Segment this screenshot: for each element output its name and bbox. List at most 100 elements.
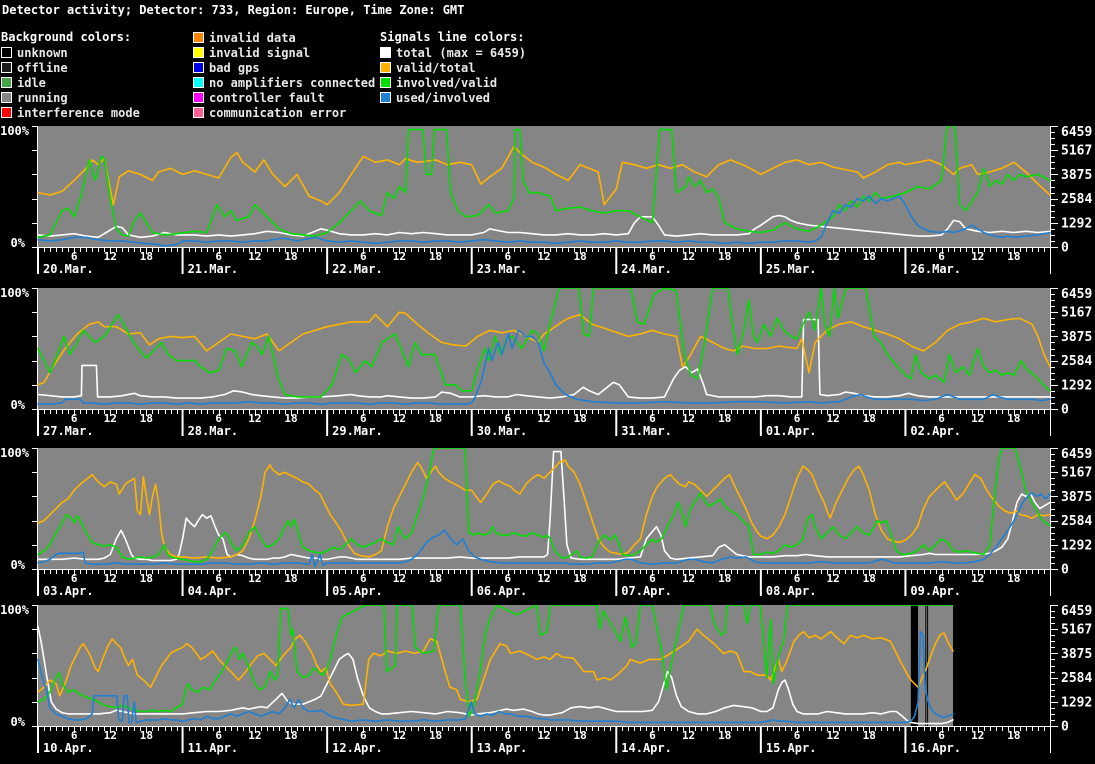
unknown-label: unknown	[17, 45, 68, 60]
date-label: 25.Mar.	[766, 262, 817, 276]
date-label: 11.Apr.	[188, 741, 239, 755]
day-start-tick	[759, 409, 762, 436]
bad-gps-swatch	[193, 62, 204, 73]
right-axis-label: 0	[1061, 720, 1069, 735]
legend-item-invalid-signal: invalid signal	[193, 45, 375, 60]
hour-tick-label: 12	[104, 412, 117, 425]
hour-tick-label: 18	[718, 572, 731, 585]
legend-item-offline: offline	[1, 60, 140, 75]
series-involved-valid-line	[37, 288, 1051, 398]
legend-item-controller-fault: controller fault	[193, 90, 375, 105]
legend-status-colors: invalid data invalid signal bad gps no ampl…	[193, 30, 375, 120]
left-axis-max-label: 100%	[0, 126, 30, 138]
no-amplifiers-connected-label: no amplifiers connected	[209, 75, 376, 90]
hour-tick-label: 12	[971, 729, 984, 742]
right-axis-label: 6459	[1061, 288, 1092, 302]
date-label: 04.Apr.	[188, 584, 239, 598]
hour-tick-label: 12	[248, 572, 261, 585]
hour-tick-label: 12	[537, 250, 550, 263]
date-label: 03.Apr.	[43, 584, 94, 598]
day-start-tick	[181, 409, 184, 436]
hour-tick-label: 12	[971, 572, 984, 585]
used-involved-swatch	[380, 92, 391, 103]
hour-tick-label: 12	[537, 572, 550, 585]
background-colors-header: Background colors:	[1, 30, 132, 44]
legend-item-interference-mode: interference mode	[1, 105, 140, 120]
series-total-line	[37, 625, 954, 725]
hour-tick-label: 18	[574, 250, 587, 263]
right-axis-label: 6459	[1061, 448, 1092, 462]
communication-error-label: communication error	[209, 105, 347, 120]
legend-item-idle: idle	[1, 75, 140, 90]
day-start-tick	[615, 569, 618, 596]
used-involved-label: used/involved	[396, 90, 490, 105]
day-start-tick	[37, 726, 39, 753]
hour-tick-label: 18	[718, 412, 731, 425]
involved-valid-swatch	[380, 77, 391, 88]
right-axis-label: 5167	[1061, 466, 1092, 481]
plot-background-unknown	[925, 605, 927, 726]
hour-tick-label: 6	[649, 729, 656, 742]
date-label: 09.Apr.	[910, 584, 961, 598]
hour-tick-label: 12	[537, 412, 550, 425]
date-label: 16.Apr.	[910, 741, 961, 755]
plot-background-running	[38, 448, 1050, 569]
day-start-tick	[470, 409, 473, 436]
hour-tick-label: 12	[248, 729, 261, 742]
plot-background-running	[38, 605, 954, 726]
hour-tick-label: 18	[284, 250, 297, 263]
offline-swatch	[1, 62, 12, 73]
day-start-tick	[326, 726, 329, 753]
hour-tick-label: 18	[140, 572, 153, 585]
right-axis-label: 3875	[1061, 490, 1092, 505]
hour-tick-label: 6	[938, 412, 945, 425]
left-axis-min-label: 0%	[11, 398, 26, 412]
day-start-tick	[904, 409, 907, 436]
idle-label: idle	[17, 75, 46, 90]
hour-tick-label: 12	[393, 250, 406, 263]
hour-tick-label: 18	[140, 412, 153, 425]
hour-tick-label: 12	[827, 572, 840, 585]
series-valid-total-line	[37, 628, 954, 707]
hour-tick-label: 18	[863, 572, 876, 585]
hour-tick-label: 18	[863, 250, 876, 263]
hour-tick-label: 12	[537, 729, 550, 742]
right-axis-label: 3875	[1061, 647, 1092, 662]
hour-tick-label: 12	[827, 729, 840, 742]
right-axis-label: 0	[1061, 563, 1069, 578]
interference-mode-swatch	[1, 107, 12, 118]
legend-item-used-involved: used/involved	[380, 90, 526, 105]
axes	[32, 288, 1058, 436]
axes	[32, 605, 1058, 753]
axes	[32, 126, 1058, 274]
right-axis-label: 6459	[1061, 605, 1092, 619]
hour-tick-label: 6	[215, 572, 222, 585]
right-axis-label: 5167	[1061, 306, 1092, 321]
day-start-tick	[181, 569, 184, 596]
date-label: 27.Mar.	[43, 424, 94, 438]
date-label: 24.Mar.	[621, 262, 672, 276]
left-axis-max-label: 100%	[0, 288, 30, 300]
legend-item-unknown: unknown	[1, 45, 140, 60]
hour-tick-label: 12	[248, 412, 261, 425]
hour-tick-label: 18	[863, 412, 876, 425]
hour-tick-label: 6	[938, 729, 945, 742]
legend-item-running: running	[1, 90, 140, 105]
hour-tick-label: 12	[393, 412, 406, 425]
hour-tick-label: 6	[360, 412, 367, 425]
hour-tick-label: 6	[794, 729, 801, 742]
date-label: 14.Apr.	[621, 741, 672, 755]
total-swatch	[380, 47, 391, 58]
hour-tick-label: 6	[71, 250, 78, 263]
page-title: Detector activity; Detector: 733, Region…	[2, 3, 465, 17]
axes	[32, 448, 1058, 596]
date-label: 07.Apr.	[621, 584, 672, 598]
date-label: 26.Mar.	[910, 262, 961, 276]
series-involved-valid-line	[37, 448, 1051, 563]
invalid-signal-label: invalid signal	[209, 45, 311, 60]
series-involved-valid-line	[37, 126, 1051, 239]
legend-item-communication-error: communication error	[193, 105, 375, 120]
legend-item-invalid-data: invalid data	[193, 30, 375, 45]
hour-tick-label: 18	[574, 729, 587, 742]
